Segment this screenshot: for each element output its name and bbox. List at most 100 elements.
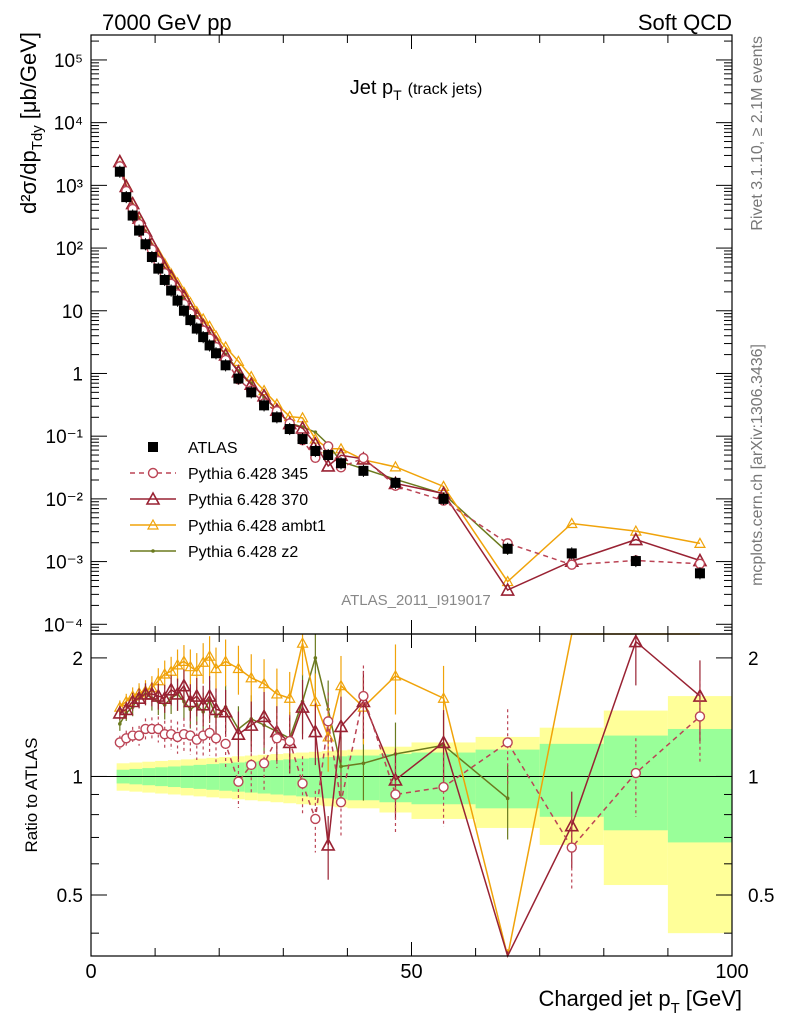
main-point (566, 559, 577, 570)
ratio-point (219, 655, 232, 666)
band-inner (270, 760, 284, 795)
ratio-axis-label: Ratio to ATLAS (22, 738, 41, 853)
ratio-point (566, 842, 577, 853)
ratio-point (295, 699, 310, 713)
main-point (258, 384, 271, 396)
main-point (334, 442, 348, 454)
axes: 0 50 100 10⁵ 10⁴ 10³ 10² 10 1 10⁻¹ 10⁻² 10⁻³ 10⁻⁴ 2 2 1… (44, 34, 774, 983)
y-tick-label: 10 (62, 302, 83, 323)
ratio-point (202, 688, 217, 702)
legend-entry-4: Pythia 6.428 z2 (130, 544, 298, 561)
ratio-point (271, 733, 283, 744)
ratio-point (165, 665, 178, 676)
atlas-point (335, 458, 346, 469)
legend-marker (146, 518, 160, 530)
ratio-point (361, 761, 366, 766)
ratio-point (243, 717, 259, 731)
legend-label: Pythia 6.428 z2 (188, 544, 298, 561)
atlas-point (390, 477, 401, 488)
band-inner (219, 763, 233, 791)
atlas-point (191, 323, 202, 334)
atlas-point (140, 239, 151, 250)
atlas-point (233, 373, 244, 384)
ratio-point (232, 662, 245, 674)
ratio-point (284, 735, 295, 747)
legend-entry-3: Pythia 6.428 ambt1 (130, 518, 326, 535)
ratio-point (270, 687, 283, 699)
ratio-point (208, 701, 224, 716)
header-right: Soft QCD (638, 10, 732, 35)
ratio-point (436, 734, 451, 749)
main-point (245, 370, 258, 382)
legend-label: Pythia 6.428 370 (188, 492, 308, 509)
band-inner (321, 757, 335, 799)
atlas-point (204, 340, 215, 351)
band-inner (308, 757, 322, 798)
side-label-bottom: mcplots.cern.ch [arXiv:1306.3436] (749, 344, 766, 586)
legend: ATLAS Pythia 6.428 345 Pythia 6.428 370 Pyt… (130, 440, 326, 561)
ratio-point (197, 655, 210, 667)
ratio-point (163, 682, 179, 696)
ratio-point (157, 690, 173, 705)
legend-entry-0: ATLAS (148, 440, 238, 457)
y-tick-label: 10⁻² (46, 490, 84, 511)
main-point (694, 558, 706, 569)
band-inner (667, 728, 732, 843)
ratio-point (502, 737, 513, 748)
ratio-point (390, 789, 401, 800)
ratio-point (438, 781, 449, 793)
atlas-point (210, 348, 221, 359)
atlas-point (566, 548, 577, 559)
atlas-point (438, 493, 449, 504)
main-point (437, 480, 450, 492)
atlas-point (127, 210, 138, 221)
main-point (389, 460, 402, 472)
chart-title: Jet pT (track jets) (350, 77, 483, 103)
main-point (500, 582, 515, 596)
ratio-point (177, 655, 190, 666)
ratio-point (320, 837, 336, 851)
atlas-point (630, 556, 641, 567)
main-point (219, 340, 232, 352)
x-tick-label: 0 (85, 961, 96, 983)
ratio-point (125, 693, 141, 708)
ratio-tick-label-left: 1 (72, 767, 83, 788)
atlas-point (694, 568, 705, 579)
ratio-point (313, 656, 318, 660)
ratio-point (297, 778, 308, 789)
legend-marker (148, 442, 158, 452)
ratio-point (245, 671, 258, 683)
ratio-point (118, 722, 122, 726)
ratio-point (112, 705, 128, 719)
ratio-tick-label-left: 2 (72, 649, 83, 670)
atlas-point (358, 465, 369, 476)
legend-marker (145, 491, 161, 505)
atlas-point (259, 400, 270, 411)
ratio-point (189, 688, 205, 702)
ratio-point (195, 697, 211, 711)
atlas-point (134, 225, 145, 236)
ratio-point (118, 701, 134, 716)
y-tick-label: 10³ (56, 176, 83, 197)
ratio-point (144, 686, 160, 700)
main-point (628, 531, 644, 546)
y-tick-label: 10⁵ (54, 51, 83, 72)
legend-label: Pythia 6.428 ambt1 (188, 518, 326, 535)
series-layer (112, 153, 708, 959)
legend-marker (147, 467, 159, 479)
legend-entry-2: Pythia 6.428 370 (130, 491, 308, 509)
ratio-point (246, 759, 257, 771)
ratio-tick-label-right: 0.5 (748, 886, 774, 907)
ratio-point (333, 718, 349, 733)
legend-label: Pythia 6.428 345 (188, 466, 308, 483)
y-tick-label: 10² (56, 239, 83, 260)
side-label-top: Rivet 3.1.10, ≥ 2.1M events (749, 36, 766, 231)
band-inner (283, 759, 297, 796)
header-left: 7000 GeV pp (102, 10, 232, 35)
ratio-point (437, 691, 450, 703)
atlas-point (297, 434, 308, 445)
ratio-point (204, 727, 215, 739)
atlas-point (159, 274, 170, 285)
legend-marker (151, 549, 155, 553)
ratio-point (358, 690, 369, 702)
